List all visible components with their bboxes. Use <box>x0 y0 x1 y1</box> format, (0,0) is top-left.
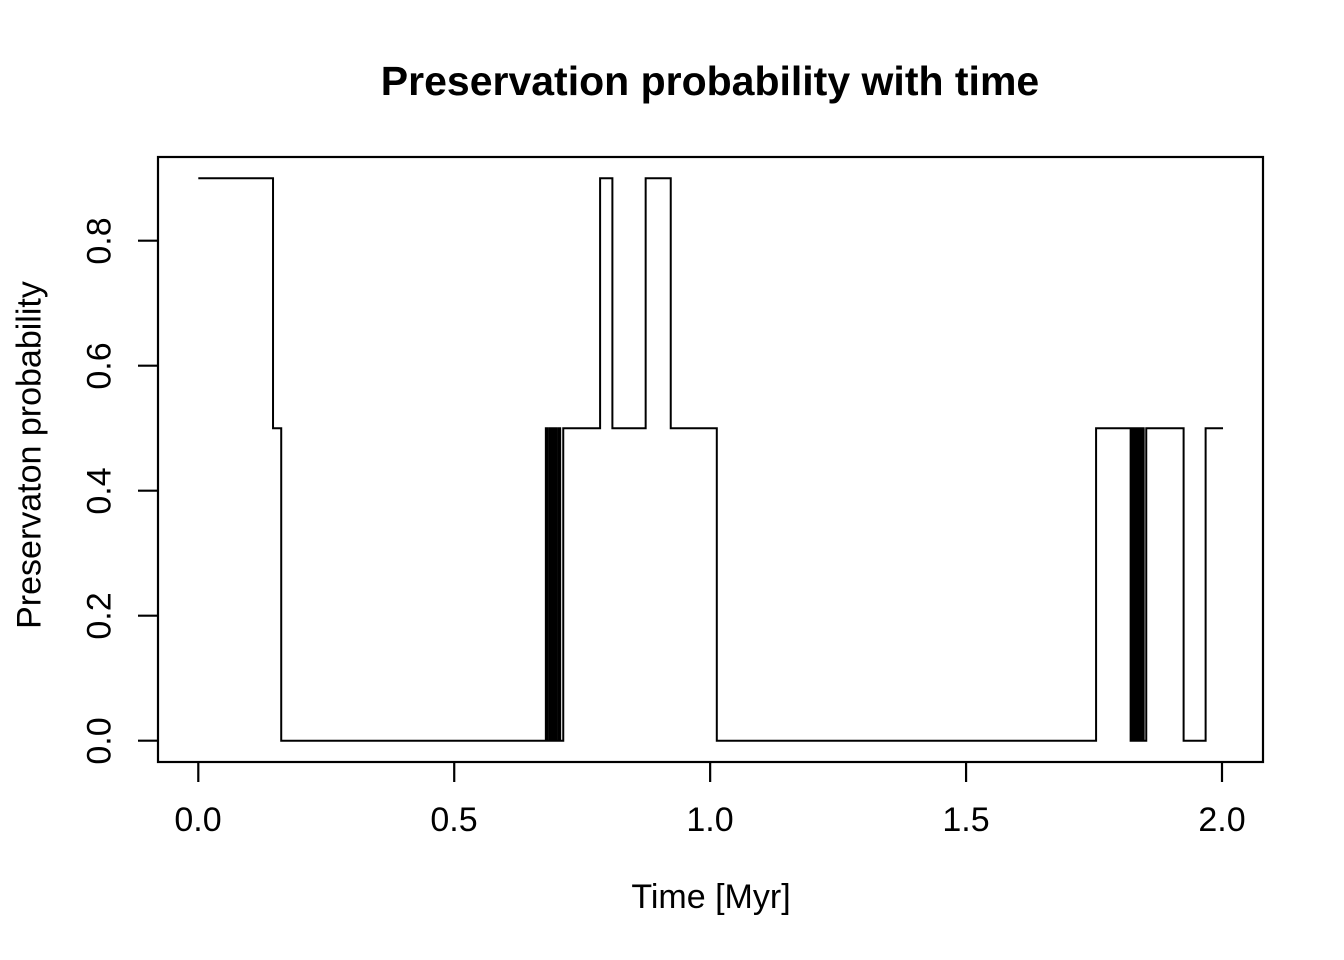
x-tick-label: 0.5 <box>430 801 478 839</box>
y-axis-title: Preservaton probability <box>10 281 49 629</box>
y-tick-label: 0.2 <box>80 592 119 640</box>
step-curve <box>198 177 1224 742</box>
y-tick-label: 0.0 <box>80 717 119 765</box>
x-tick-label: 1.0 <box>686 801 734 839</box>
y-tick-label: 0.4 <box>80 467 119 515</box>
x-tick-label: 2.0 <box>1198 801 1246 839</box>
x-axis-title: Time [Myr] <box>631 878 791 916</box>
x-tick-label: 1.5 <box>942 801 990 839</box>
y-tick-label: 0.6 <box>80 342 119 390</box>
y-tick-label: 0.8 <box>80 217 119 265</box>
x-tick-label: 0.0 <box>174 801 222 839</box>
plot-box <box>156 155 1265 764</box>
chart-title: Preservation probability with time <box>380 58 1040 104</box>
